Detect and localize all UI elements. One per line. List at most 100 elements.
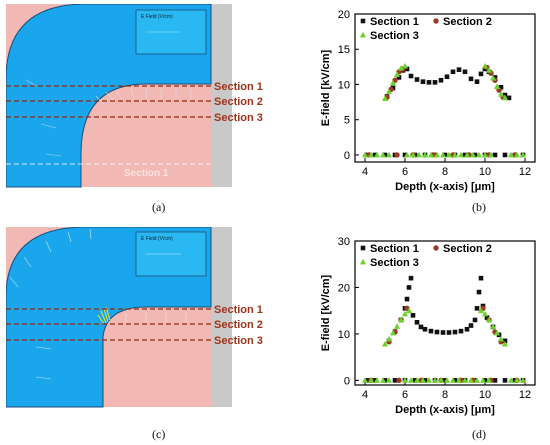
- y-axis-label: E-field [kV/cm]: [320, 49, 332, 126]
- data-point: [414, 77, 420, 82]
- data-point: [382, 378, 388, 383]
- data-point: [462, 152, 468, 158]
- data-point: [502, 338, 508, 344]
- sim-c-field-arrows: [9, 228, 187, 380]
- data-point: [456, 67, 462, 72]
- data-point: [452, 378, 458, 383]
- chart-d: 4 6 8 10 12 0 10 20 30 Depth (x-axis) [μm] E-field…: [320, 236, 536, 416]
- data-point: [414, 377, 420, 383]
- data-point: [480, 377, 486, 383]
- data-point: [488, 151, 494, 158]
- data-point: [520, 377, 526, 383]
- data-point: [476, 289, 482, 295]
- data-point: [486, 377, 492, 383]
- y-tick-label: 15: [338, 44, 350, 56]
- panel-b-label: (b): [472, 200, 486, 214]
- data-point: [508, 151, 514, 158]
- panel-c-label: (c): [152, 427, 166, 441]
- data-point: [498, 84, 504, 90]
- sim-a-section-2-label: Section 2: [214, 96, 263, 108]
- legend-label: Section 1: [370, 243, 419, 255]
- data-point: [406, 307, 412, 314]
- data-point: [382, 95, 388, 101]
- y-tick-label: 0: [344, 150, 350, 162]
- data-point: [492, 152, 498, 158]
- data-point: [410, 313, 416, 318]
- legend-label: Section 3: [370, 30, 419, 42]
- data-point: [502, 152, 508, 158]
- data-point: [396, 377, 402, 384]
- data-point: [472, 317, 478, 323]
- data-point: [362, 377, 368, 383]
- data-point: [382, 152, 388, 158]
- x-tick-label: 6: [402, 166, 408, 178]
- data-point: [490, 74, 496, 81]
- data-point: [394, 71, 400, 78]
- x-tick-label: 10: [479, 166, 491, 178]
- series-2: [368, 305, 520, 384]
- data-point: [502, 340, 508, 347]
- data-point: [408, 275, 414, 281]
- legend-label: Section 2: [443, 243, 492, 255]
- x-tick-label: 8: [442, 166, 448, 178]
- data-point: [396, 75, 402, 80]
- data-point: [412, 378, 418, 383]
- y-tick-label: 5: [344, 115, 350, 127]
- panel-d-label: (d): [472, 427, 486, 441]
- data-point: [492, 378, 498, 383]
- data-point: [386, 335, 392, 342]
- data-point: [478, 71, 484, 77]
- y-tick-label: 30: [338, 236, 350, 248]
- data-point: [438, 77, 444, 83]
- data-point: [472, 152, 478, 158]
- data-point: [474, 79, 480, 84]
- data-point: [402, 62, 408, 69]
- data-point: [440, 330, 446, 335]
- data-point: [408, 377, 414, 383]
- data-point: [408, 73, 414, 79]
- sim-a-legend-title: E Field (V/cm): [141, 14, 173, 20]
- data-point: [392, 378, 398, 383]
- data-point: [478, 275, 484, 281]
- data-point: [482, 310, 488, 317]
- data-point: [492, 75, 498, 80]
- data-point: [362, 151, 368, 158]
- data-point: [514, 377, 520, 383]
- data-point: [398, 316, 404, 323]
- x-tick-label: 4: [362, 166, 368, 178]
- data-point: [374, 151, 380, 158]
- legend-label: Section 2: [443, 16, 492, 28]
- data-point: [422, 326, 428, 332]
- data-point: [442, 378, 448, 383]
- simulation-a: E Field (V/cm) Section 1 Section 2 Secti…: [6, 4, 263, 188]
- data-point: [406, 285, 412, 290]
- x-tick-label: 8: [442, 389, 448, 401]
- legend-label: Section 1: [370, 16, 419, 28]
- data-point: [386, 377, 392, 383]
- data-point: [386, 88, 392, 94]
- data-point: [372, 378, 378, 383]
- data-point: [462, 377, 468, 383]
- x-tick-label: 12: [519, 166, 531, 178]
- data-point: [426, 80, 432, 85]
- data-point: [414, 319, 420, 325]
- legend-marker: [360, 31, 366, 38]
- data-point: [428, 151, 434, 158]
- legend-marker: [360, 18, 366, 24]
- data-point: [450, 69, 456, 75]
- data-point: [420, 79, 426, 84]
- data-point: [444, 74, 450, 80]
- legend-marker: [360, 245, 366, 251]
- data-point: [482, 378, 488, 383]
- data-point: [426, 377, 432, 383]
- sim-c-section-1-label: Section 1: [214, 304, 263, 316]
- y-tick-label: 20: [338, 282, 350, 294]
- data-point: [404, 296, 410, 302]
- data-point: [468, 323, 474, 328]
- y-tick-label: 0: [344, 375, 350, 387]
- data-point: [438, 377, 444, 383]
- data-point: [404, 66, 410, 72]
- data-point: [440, 151, 446, 158]
- series-1: [364, 66, 526, 158]
- data-point: [442, 152, 448, 158]
